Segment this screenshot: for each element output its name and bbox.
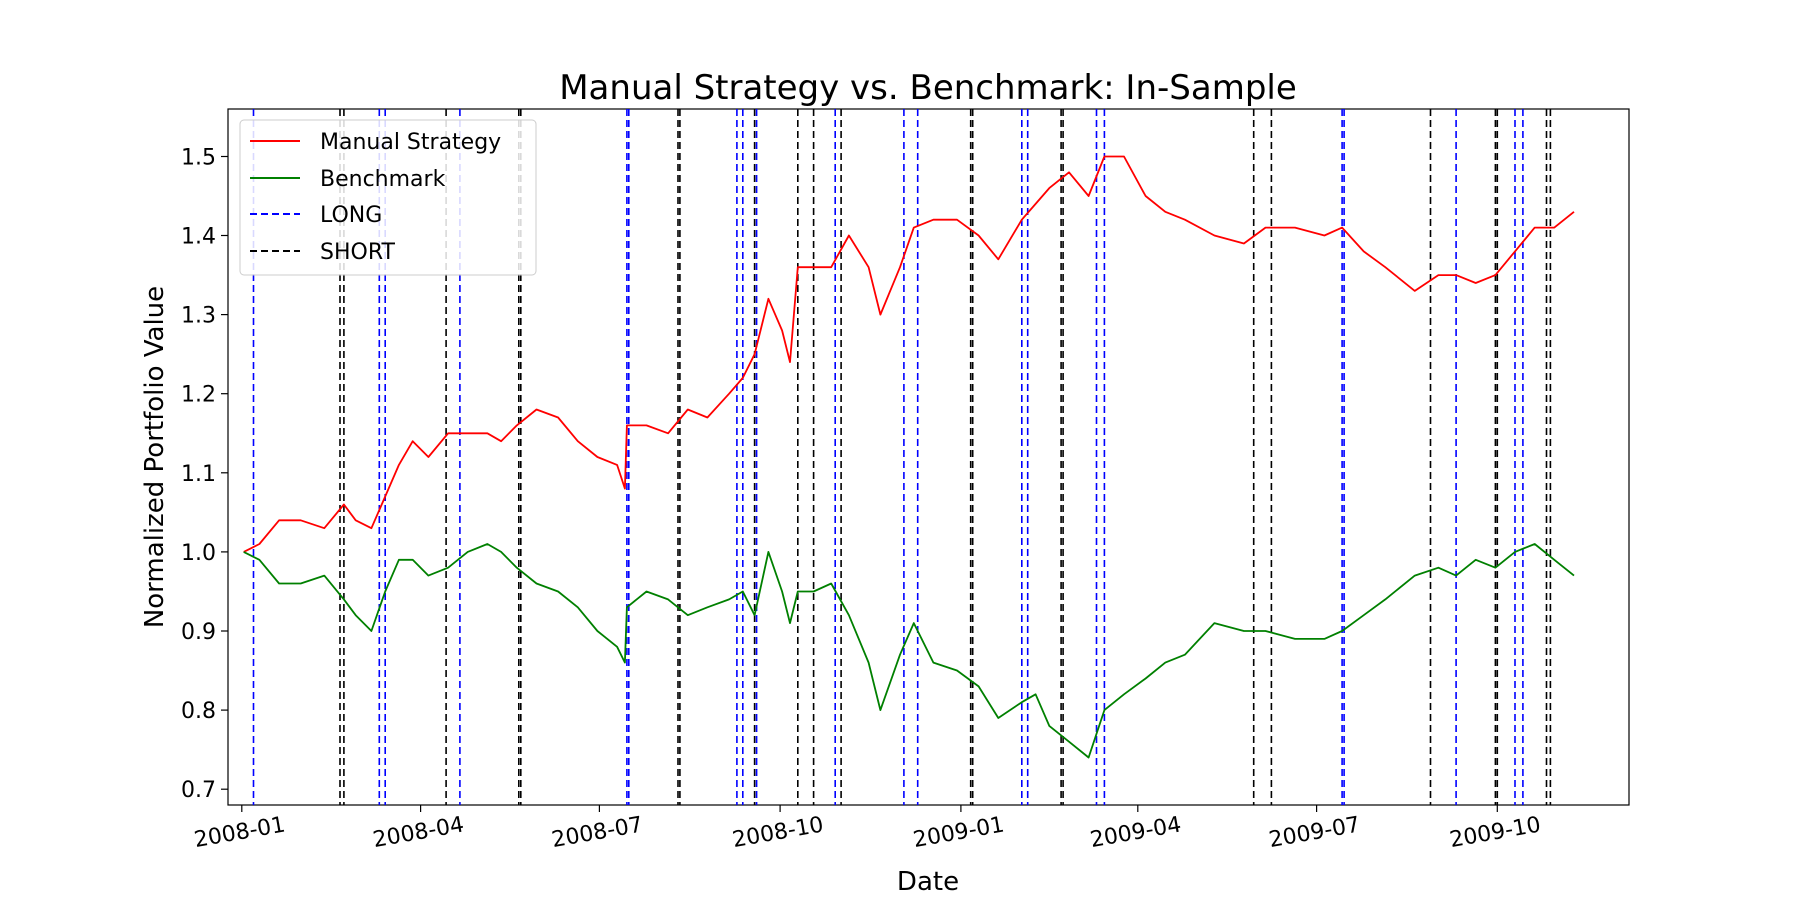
legend-label-short: SHORT	[320, 240, 396, 265]
y-tick-label: 0.9	[181, 620, 216, 645]
y-axis-title: Normalized Portfolio Value	[140, 286, 170, 628]
y-tick-label: 0.8	[181, 699, 216, 724]
legend: Manual Strategy Benchmark LONG SHORT	[239, 119, 537, 276]
x-tick-label: 2009-01	[911, 812, 1006, 853]
x-tick-label: 2008-01	[192, 812, 287, 853]
x-tick-label: 2008-07	[550, 812, 645, 853]
x-tick-label: 2009-07	[1267, 812, 1362, 853]
y-tick-label: 1.4	[181, 225, 216, 250]
chart-title: Manual Strategy vs. Benchmark: In-Sample	[559, 68, 1297, 108]
legend-label-benchmark: Benchmark	[320, 167, 446, 192]
x-tick-label: 2008-10	[731, 812, 826, 853]
y-tick-label: 1.2	[181, 383, 216, 408]
y-tick-label: 1.0	[181, 541, 216, 566]
x-tick-label: 2009-10	[1448, 812, 1543, 853]
legend-label-manual-strategy: Manual Strategy	[320, 130, 501, 155]
legend-frame	[239, 119, 537, 276]
x-axis-title: Date	[897, 867, 959, 897]
plot-area-frame	[227, 108, 1630, 806]
y-axis: 0.7 0.8 0.9 1.0 1.1 1.2 1.3 1.4 1.5	[181, 146, 228, 803]
y-tick-label: 0.7	[181, 778, 216, 803]
y-tick-label: 1.1	[181, 462, 216, 487]
x-axis: 2008-01 2008-04 2008-07 2008-10 2009-01 2009-…	[192, 805, 1543, 853]
series-lines	[243, 155, 1575, 759]
series-line-benchmark	[243, 543, 1575, 759]
legend-label-long: LONG	[320, 203, 382, 228]
y-tick-label: 1.5	[181, 146, 216, 171]
x-tick-label: 2008-04	[371, 812, 466, 853]
series-line-manual-strategy	[243, 155, 1575, 553]
x-tick-label: 2009-04	[1088, 812, 1183, 853]
y-tick-label: 1.3	[181, 304, 216, 329]
